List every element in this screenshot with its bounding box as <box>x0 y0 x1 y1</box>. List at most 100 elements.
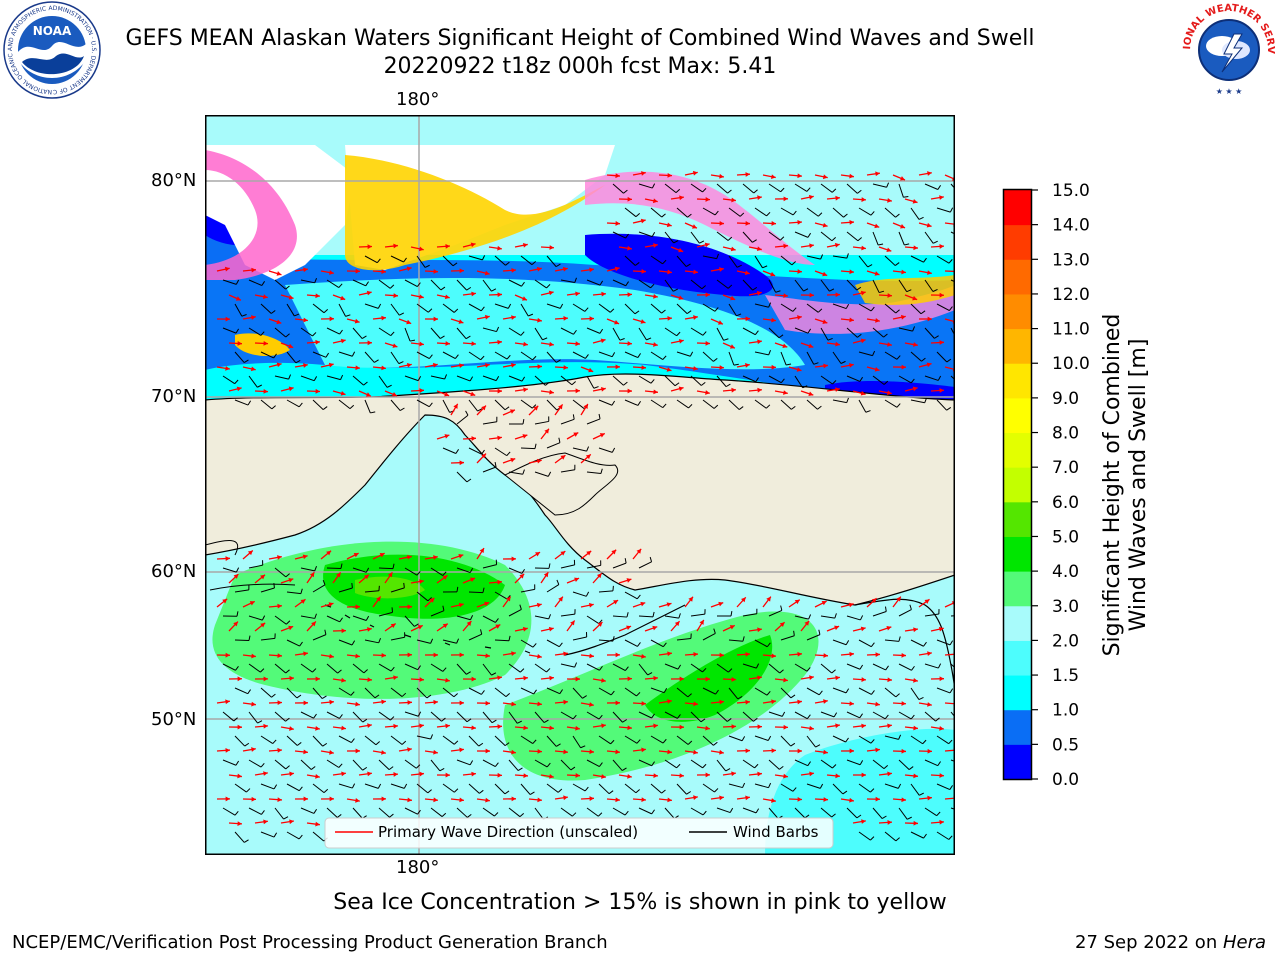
wind-barb <box>508 279 525 287</box>
wind-barb <box>326 563 343 569</box>
wind-barb <box>820 759 837 769</box>
wave-direction-arrow <box>606 652 621 658</box>
wind-barb <box>936 303 953 311</box>
wave-direction-arrow <box>216 365 230 371</box>
wind-barb <box>560 327 577 335</box>
wave-direction-arrow <box>748 195 762 201</box>
wind-barb <box>702 628 716 641</box>
wave-direction-arrow <box>424 362 438 368</box>
arctic-moderate-waves <box>285 278 805 370</box>
wave-direction-arrow <box>566 388 581 394</box>
wind-barb <box>364 399 376 414</box>
wind-barb <box>378 563 395 570</box>
wave-direction-arrow <box>346 748 361 754</box>
wave-direction-arrow <box>684 701 699 707</box>
wave-direction-arrow <box>710 318 724 325</box>
wave-direction-arrow <box>268 555 282 560</box>
wind-barb <box>936 735 953 745</box>
wave-direction-arrow <box>774 773 788 779</box>
wind-barb <box>638 375 655 384</box>
wave-direction-arrow <box>450 318 464 324</box>
wind-barb <box>612 279 629 287</box>
wind-barb <box>248 711 263 724</box>
wave-direction-arrow <box>736 220 751 226</box>
wind-barb <box>260 351 277 359</box>
wave-direction-arrow <box>814 653 829 658</box>
wave-direction-arrow <box>632 653 646 659</box>
wind-barb <box>690 327 707 336</box>
wind-barb <box>650 687 668 694</box>
wind-barb <box>416 255 430 268</box>
wind-barb <box>690 759 707 769</box>
wave-direction-arrow <box>242 549 254 560</box>
wind-barb <box>326 327 343 335</box>
wind-barb <box>754 255 768 269</box>
wave-direction-arrow <box>592 723 606 729</box>
wind-barb <box>806 399 822 410</box>
wave-direction-arrow <box>892 364 907 370</box>
wave-direction-arrow <box>216 796 231 802</box>
wind-barb <box>248 375 263 388</box>
wave-direction-arrow <box>554 699 569 705</box>
wave-direction-arrow <box>892 314 906 320</box>
wind-barb <box>806 687 823 696</box>
wave-direction-arrow <box>814 222 828 228</box>
wave-direction-arrow <box>892 269 906 275</box>
wind-barb <box>624 591 641 600</box>
wind-barb <box>936 207 954 213</box>
wind-barb <box>300 375 318 382</box>
wind-barb <box>520 443 537 450</box>
wave-direction-arrow <box>540 389 554 395</box>
wave-direction-arrow <box>918 270 932 275</box>
wind-barb <box>884 783 902 789</box>
wind-barb <box>260 303 276 314</box>
wave-direction-arrow <box>502 701 516 707</box>
wave-direction-arrow <box>424 652 439 658</box>
wave-direction-arrow <box>528 748 543 754</box>
wind-barb <box>352 663 368 674</box>
wave-direction-arrow <box>814 318 828 324</box>
wave-direction-arrow <box>892 222 906 229</box>
wind-barb <box>742 711 758 722</box>
wind-barb <box>794 231 812 238</box>
alaska-peninsula <box>564 604 686 656</box>
wind-barb <box>456 663 471 675</box>
wave-direction-arrow <box>670 195 684 201</box>
wind-barb <box>884 831 900 842</box>
wave-direction-arrow <box>228 724 243 730</box>
wave-direction-arrow <box>436 341 451 346</box>
wave-direction-arrow <box>566 676 581 682</box>
wave-direction-arrow <box>358 244 373 250</box>
wind-barb <box>326 615 343 623</box>
wave-direction-arrow <box>658 316 673 321</box>
arctic-calm-patch <box>585 233 773 297</box>
wind-barb <box>690 711 706 723</box>
wind-barb <box>742 807 760 814</box>
wind-barb <box>482 559 498 569</box>
wind-barb <box>442 351 459 360</box>
wave-direction-arrow <box>606 749 621 755</box>
ice-edge-pink-east <box>765 285 955 334</box>
wave-direction-arrow <box>710 699 724 705</box>
map-panel: Primary Wave Direction (unscaled) Wind B… <box>205 115 955 855</box>
wind-barb <box>560 807 577 817</box>
wind-barb <box>780 735 796 747</box>
wind-barb <box>806 351 819 365</box>
wave-direction-arrow <box>684 269 698 275</box>
wind-barb <box>676 735 693 745</box>
wave-direction-arrow <box>502 409 516 416</box>
wave-direction-arrow <box>632 171 646 176</box>
wave-direction-arrow <box>566 341 581 347</box>
wave-direction-arrow <box>892 596 902 608</box>
wind-barb <box>248 759 265 768</box>
wave-direction-arrow <box>684 651 699 657</box>
colorbar-cell <box>1004 675 1031 711</box>
colorbar-tick-label: 9.0 <box>1052 389 1079 409</box>
wind-barb <box>234 783 251 793</box>
wind-barb <box>534 663 551 673</box>
wind-barb <box>520 639 537 648</box>
wave-direction-arrow <box>424 797 439 803</box>
wave-direction-arrow <box>294 554 308 560</box>
legend-wind-label: Wind Barbs <box>733 823 819 841</box>
wind-barb <box>482 461 497 473</box>
